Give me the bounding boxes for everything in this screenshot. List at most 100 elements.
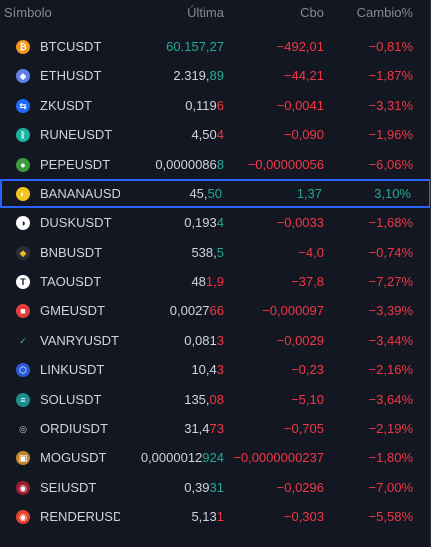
column-header-symbol[interactable]: Símbolo [4, 5, 52, 20]
last-price-changed-digits: 3 [216, 362, 224, 378]
last-price-base: 135, [184, 391, 210, 407]
change-percent: −1,80% [368, 450, 413, 466]
change-value: −44,21 [283, 68, 324, 84]
change-value: −0,000097 [262, 303, 324, 319]
render-icon: ◉ [16, 510, 30, 524]
table-row[interactable]: ◆ BNBUSDT 538,5 −4,0 −0,74% [0, 238, 431, 267]
symbol-label: SEIUSDT [40, 479, 97, 495]
pepe-icon: ● [16, 157, 30, 172]
table-row[interactable]: ₿ BTCUSDT 60.157,27 −492,01 −0,81% [0, 32, 431, 61]
watchlist-header: Símbolo Última Cbo Cambio% [0, 0, 431, 28]
last-price-base: 0,39 [184, 479, 210, 495]
symbol-label: TAOUSDT [40, 274, 102, 289]
change-value: −0,303 [283, 509, 324, 524]
table-row[interactable]: ⇆ ZKUSDT 0,1196 −0,0041 −3,31% [0, 91, 431, 120]
table-row[interactable]: ✓ VANRYUSDT 0,0813 −0,0029 −3,44% [0, 326, 431, 355]
last-price-changed-digits: 8 [216, 156, 224, 172]
banana-icon: ◐ [16, 186, 30, 201]
last-price-changed-digits: 31 [209, 479, 224, 495]
bnb-icon: ◆ [16, 245, 30, 260]
last-price-base: 538, [191, 244, 217, 260]
table-row[interactable]: ≡ SOLUSDT 135,08 −5,10 −3,64% [0, 385, 431, 414]
table-row[interactable]: ⬡ LINKUSDT 10,43 −0,23 −2,16% [0, 355, 431, 384]
table-row[interactable]: ◐ BANANAUSDT 45,50 1,37 3,10% [0, 178, 431, 208]
table-row[interactable]: ◆ ETHUSDT 2.319,89 −44,21 −1,87% [0, 61, 431, 90]
last-price: 0,1934 [184, 215, 224, 230]
symbol-label: BANANAUSDT [40, 185, 120, 201]
change-percent: −3,64% [368, 391, 413, 407]
last-price-changed-digits: 5 [216, 244, 224, 260]
change-value: −0,0033 [276, 215, 324, 231]
change-percent: −1,87% [368, 68, 413, 84]
ordi-icon: ◎ [16, 421, 30, 436]
table-row[interactable]: ᚱ RUNEUSDT 4,504 −0,090 −1,96% [0, 120, 431, 149]
table-row[interactable]: ◑ DUSKUSDT 0,1934 −0,0033 −1,68% [0, 208, 431, 237]
last-price: 10,43 [191, 362, 224, 377]
change-value: −0,0029 [276, 332, 324, 348]
sei-icon: ◉ [16, 480, 30, 495]
last-price: 45,50 [189, 186, 222, 201]
last-price-changed-digits: 924 [202, 450, 224, 466]
last-price: 481,9 [191, 274, 224, 289]
symbol-label: SOLUSDT [40, 391, 102, 407]
last-price-base: 48 [191, 274, 206, 289]
change-percent: −5,58% [368, 509, 413, 524]
column-header-change[interactable]: Cbo [300, 5, 324, 20]
last-price: 538,5 [191, 245, 224, 260]
mog-icon: ▣ [16, 451, 30, 466]
last-price-changed-digits: 08 [209, 391, 224, 407]
last-price-base: 0,0000086 [155, 156, 217, 172]
table-row[interactable]: ■ GMEUSDT 0,002766 −0,000097 −3,39% [0, 296, 431, 325]
last-price: 0,00000868 [155, 157, 224, 172]
column-header-change-pct[interactable]: Cambio% [356, 5, 413, 20]
symbol-label: RUNEUSDT [40, 127, 113, 143]
change-value: −37,8 [291, 274, 324, 289]
last-price-changed-digits: 6 [216, 97, 224, 113]
last-price-base: 0,119 [185, 97, 217, 113]
table-row[interactable]: T TAOUSDT 481,9 −37,8 −7,27% [0, 267, 431, 296]
dusk-icon: ◑ [16, 216, 30, 231]
change-value: −0,0296 [276, 479, 324, 495]
table-row[interactable]: ◉ SEIUSDT 0,3931 −0,0296 −7,00% [0, 473, 431, 502]
table-row[interactable]: ◎ ORDIUSDT 31,473 −0,705 −2,19% [0, 414, 431, 443]
zksync-icon: ⇆ [16, 98, 30, 113]
symbol-label: RENDERUSDT [40, 509, 120, 524]
change-percent: −2,19% [368, 420, 413, 436]
table-row[interactable]: ◉ RENDERUSDT 5,131 −0,303 −5,58% [0, 502, 431, 531]
symbol-label: ETHUSDT [40, 68, 102, 84]
table-row[interactable]: ● PEPEUSDT 0,00000868 −0,00000056 −6,06% [0, 150, 431, 179]
last-price: 0,0813 [184, 333, 224, 348]
change-percent: −3,31% [368, 97, 413, 113]
change-value: −492,01 [276, 39, 324, 54]
last-price-base: 45, [189, 185, 208, 201]
symbol-label: BNBUSDT [40, 244, 103, 260]
vanry-icon: ✓ [16, 333, 30, 348]
last-price: 2.319,89 [173, 68, 224, 83]
last-price: 5,131 [191, 509, 224, 524]
symbol-label: GMEUSDT [40, 303, 105, 319]
solana-icon: ≡ [16, 392, 30, 407]
symbol-label: DUSKUSDT [40, 215, 112, 231]
change-percent: −7,27% [368, 274, 413, 289]
thorchain-icon: ᚱ [16, 128, 30, 143]
last-price-changed-digits: 3 [216, 332, 224, 348]
column-header-last[interactable]: Última [187, 5, 224, 20]
last-price: 0,1196 [185, 98, 224, 113]
last-price-changed-digits: 1 [216, 509, 224, 524]
change-value: −0,00000056 [247, 156, 324, 172]
change-value: −0,23 [291, 362, 324, 378]
last-price-base: 31,4 [184, 420, 210, 436]
symbol-label: BTCUSDT [40, 39, 102, 54]
bitcoin-icon: ₿ [16, 40, 30, 54]
change-percent: −1,96% [368, 127, 413, 143]
last-price-changed-digits: 4 [216, 127, 224, 143]
change-percent: −2,16% [368, 362, 413, 378]
table-row[interactable]: ▣ MOGUSDT 0,0000012924 −0,0000000237 −1,80% [0, 443, 431, 472]
last-price-changed-digits: 50 [207, 185, 222, 201]
watchlist-rows: ₿ BTCUSDT 60.157,27 −492,01 −0,81% ◆ ETHUSDT 2.… [0, 32, 431, 531]
symbol-label: VANRYUSDT [40, 332, 119, 348]
last-price: 31,473 [184, 421, 224, 436]
change-percent: −0,74% [368, 244, 413, 260]
last-price: 60.157,27 [166, 39, 224, 54]
